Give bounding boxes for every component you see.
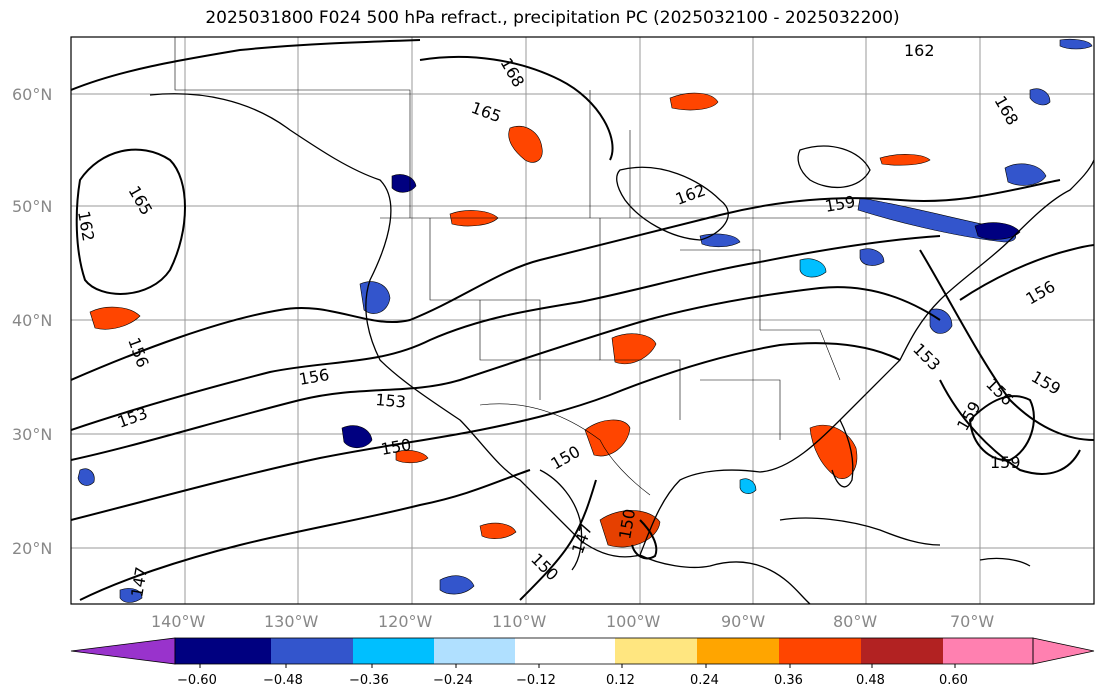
colorbar-tick-label: 0.12 xyxy=(606,673,635,688)
colorbar-tick-label: −0.60 xyxy=(177,673,217,688)
colorbar-tick-label: −0.36 xyxy=(349,673,389,688)
lat-label: 30°N xyxy=(12,425,52,444)
colorbar-tick-label: 0.24 xyxy=(690,673,719,688)
lon-label: 140°W xyxy=(151,612,206,631)
contour-label: 162 xyxy=(904,41,935,60)
colorbar-segment xyxy=(943,638,1033,664)
lat-label: 60°N xyxy=(12,85,52,104)
colorbar-tick-label: −0.12 xyxy=(516,673,556,688)
colorbar-tick-label: −0.48 xyxy=(263,673,303,688)
lon-label: 120°W xyxy=(378,612,433,631)
colorbar-segment xyxy=(779,638,861,664)
map-title: 2025031800 F024 500 hPa refract., precip… xyxy=(205,8,900,28)
lon-label: 80°W xyxy=(833,612,877,631)
lon-label: 100°W xyxy=(606,612,661,631)
colorbar-segment xyxy=(861,638,943,664)
colorbar-low-extend xyxy=(70,637,176,665)
lon-label: 90°W xyxy=(721,612,765,631)
map-panel: 165 165 162 162 162 168 168 159 159 159 … xyxy=(71,37,1094,604)
colorbar-segment xyxy=(353,638,434,664)
contour-label: 159 xyxy=(990,453,1021,472)
colorbar-tick-label: 0.48 xyxy=(856,673,885,688)
lon-label: 110°W xyxy=(492,612,547,631)
coastlines xyxy=(149,93,1094,604)
colorbar-segment xyxy=(615,638,697,664)
latitude-labels: 60°N 50°N 40°N 30°N 20°N xyxy=(12,85,52,558)
colorbar-high-extend xyxy=(1032,637,1095,665)
colorbar-segment xyxy=(515,638,615,664)
colorbar: −0.60 −0.48 −0.36 −0.24 −0.12 0.12 0.24 … xyxy=(70,637,1095,688)
lat-label: 20°N xyxy=(12,539,52,558)
colorbar-tick-label: −0.24 xyxy=(433,673,473,688)
colorbar-tick-label: 0.36 xyxy=(774,673,803,688)
lon-label: 130°W xyxy=(264,612,319,631)
lon-label: 70°W xyxy=(950,612,994,631)
precipitation-shading xyxy=(77,38,1093,603)
colorbar-segment xyxy=(175,638,271,664)
colorbar-segment xyxy=(271,638,353,664)
contour-label: 153 xyxy=(375,390,407,412)
political-borders xyxy=(174,37,870,496)
colorbar-tick-label: 0.60 xyxy=(939,673,968,688)
lat-label: 50°N xyxy=(12,197,52,216)
colorbar-segment xyxy=(697,638,779,664)
map-frame xyxy=(70,36,1095,605)
lat-label: 40°N xyxy=(12,311,52,330)
colorbar-segment xyxy=(434,638,515,664)
longitude-labels: 140°W 130°W 120°W 110°W 100°W 90°W 80°W … xyxy=(151,612,994,631)
refractivity-contours xyxy=(71,39,1094,601)
